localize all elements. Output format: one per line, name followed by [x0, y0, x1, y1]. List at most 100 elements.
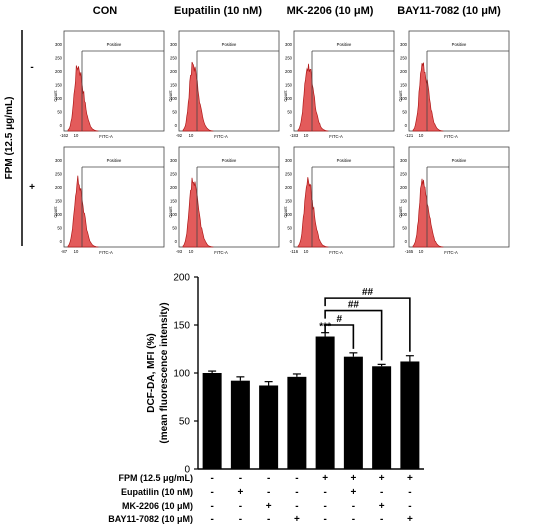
bar [202, 373, 222, 469]
x-axis-label: FITC-A [99, 250, 113, 255]
y-tick-label: 250 [55, 56, 63, 61]
condition-sign: - [239, 473, 242, 484]
histogram-frame [408, 146, 510, 248]
y-tick-label: 250 [170, 56, 178, 61]
y-tick-label: 200 [170, 185, 178, 190]
histogram-fill [297, 63, 329, 132]
condition-sign: - [323, 487, 326, 498]
x-tick-label: 10 [189, 249, 194, 254]
y-tick-label: 300 [170, 42, 178, 47]
histogram-panel: CON Eupatilin (10 nM) MK-2206 (10 μM) BAY11… [4, 5, 510, 255]
x-axis-label: FITC-A [444, 134, 458, 139]
y-tick-label: 50 [402, 226, 407, 231]
y-axis-label: Count [398, 90, 403, 102]
bar [315, 336, 335, 469]
y-tick-label: 300 [170, 158, 178, 163]
y-tick-label: 100 [285, 96, 293, 101]
y-tick-label: 0 [60, 123, 63, 128]
histogram-fill [297, 177, 329, 248]
y-axis-label: (mean fluorescence intensity) [159, 302, 170, 443]
histogram-fill [67, 175, 99, 248]
x-axis-label: FITC-A [214, 250, 228, 255]
y-axis-label: Count [168, 206, 173, 218]
y-tick-label: 50 [172, 226, 177, 231]
y-tick-label: 0 [175, 123, 178, 128]
condition-sign: - [295, 501, 298, 512]
condition-sign: + [407, 514, 413, 525]
condition-sign: + [379, 473, 385, 484]
y-tick-label: 200 [285, 185, 293, 190]
x-tick-label: -87 [61, 249, 68, 254]
bar [400, 361, 420, 469]
y-tick-label: 200 [400, 185, 408, 190]
y-tick-label: 100 [285, 212, 293, 217]
condition-sign: - [380, 487, 383, 498]
condition-sign: + [322, 473, 328, 484]
column-title: CON [93, 5, 118, 17]
significance-bracket [324, 309, 383, 361]
column-title: BAY11-7082 (10 μM) [397, 5, 501, 17]
y-axis-label: Count [53, 206, 58, 218]
y-tick-label: 100 [55, 96, 63, 101]
y-tick-label: 150 [285, 199, 293, 204]
condition-sign: - [267, 487, 270, 498]
histogram-fill [182, 177, 214, 248]
y-tick-label: 50 [172, 110, 177, 115]
y-tick-label: 200 [55, 69, 63, 74]
gate-label: Positive [107, 158, 122, 163]
y-tick-label: 0 [405, 123, 408, 128]
y-tick-label: 50 [57, 226, 62, 231]
condition-sign: - [408, 487, 411, 498]
condition-sign: - [210, 501, 213, 512]
row-axis-label: FPM (12.5 μg/mL) [4, 97, 15, 180]
condition-sign: - [210, 473, 213, 484]
condition-sign: - [352, 514, 355, 525]
y-tick-label: 200 [285, 69, 293, 74]
histogram-frame [293, 146, 395, 248]
x-tick-label: -92 [176, 133, 183, 138]
condition-sign: + [294, 514, 300, 525]
y-tick-label: 300 [285, 42, 293, 47]
histogram-frame [178, 30, 280, 132]
condition-sign: - [352, 501, 355, 512]
y-tick-label: 200 [170, 69, 178, 74]
row-sign: - [30, 62, 33, 73]
condition-sign: - [380, 514, 383, 525]
x-tick-label: -183 [290, 133, 299, 138]
condition-sign: - [267, 514, 270, 525]
y-tick-label: 100 [400, 96, 408, 101]
y-tick-label: 0 [60, 239, 63, 244]
column-title: MK-2206 (10 μM) [287, 5, 374, 17]
condition-sign: - [210, 487, 213, 498]
y-tick-label: 0 [175, 239, 178, 244]
bar [343, 356, 363, 469]
y-tick-label: 150 [55, 83, 63, 88]
significance-label: ## [362, 287, 374, 298]
y-tick-label: 250 [400, 172, 408, 177]
bar [230, 380, 250, 469]
condition-label: MK-2206 (10 μM) [122, 501, 193, 511]
x-axis-label: FITC-A [99, 134, 113, 139]
y-tick-label: 0 [290, 239, 293, 244]
x-axis-label: FITC-A [444, 250, 458, 255]
bar [287, 376, 307, 469]
significance-label: ## [348, 300, 360, 311]
significance-bracket [324, 324, 355, 349]
y-tick-label: 250 [285, 172, 293, 177]
x-tick-label: -121 [405, 133, 414, 138]
gate-label: Positive [222, 158, 237, 163]
condition-sign: + [407, 473, 413, 484]
y-tick-label: 250 [170, 172, 178, 177]
bar [372, 366, 392, 469]
x-tick-label: 10 [74, 249, 79, 254]
y-tick-label: 300 [55, 158, 63, 163]
condition-sign: - [295, 473, 298, 484]
x-tick-label: 10 [189, 133, 194, 138]
condition-sign: - [323, 501, 326, 512]
significance-label: # [336, 314, 342, 325]
x-tick-label: -93 [176, 249, 183, 254]
y-tick-label: 100 [173, 369, 190, 380]
condition-sign: - [239, 501, 242, 512]
